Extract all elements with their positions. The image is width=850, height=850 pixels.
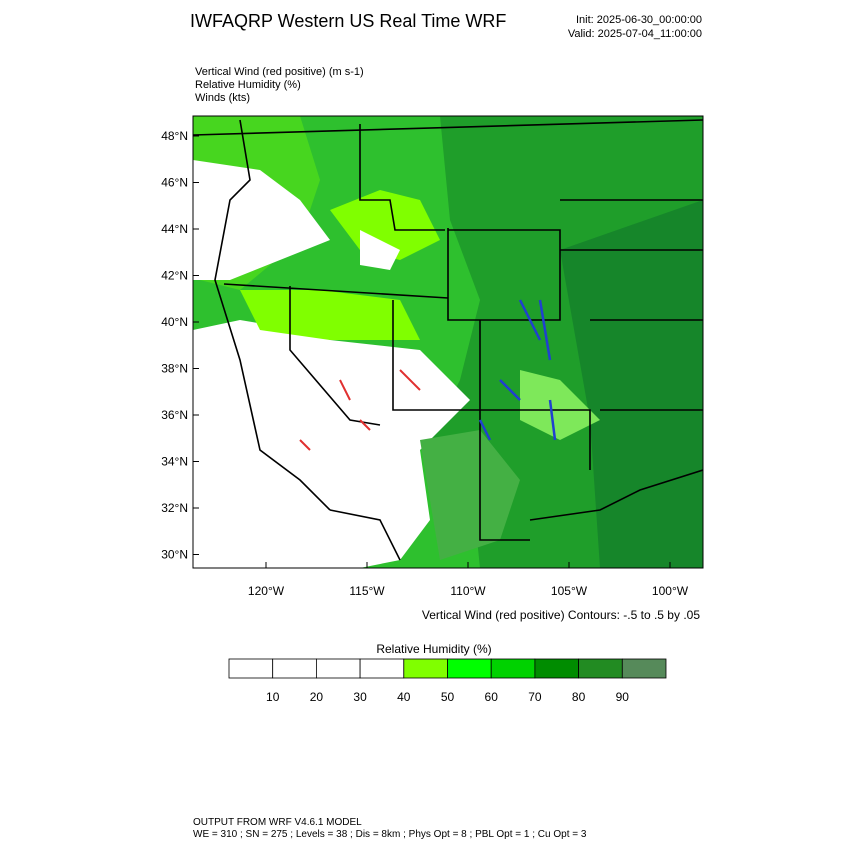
lat-label: 40°N [161, 315, 188, 329]
colorbar-box [534, 658, 580, 679]
colorbar-box [621, 658, 667, 679]
lon-label: 120°W [248, 584, 285, 598]
field-label: Winds (kts) [195, 92, 250, 104]
lon-label: 100°W [652, 584, 689, 598]
lat-label: 32°N [161, 501, 188, 515]
lat-label: 46°N [161, 176, 188, 190]
lat-label: 34°N [161, 455, 188, 469]
colorbar-label: 30 [353, 690, 367, 704]
lat-label: 44°N [161, 222, 188, 236]
colorbar-label: 50 [441, 690, 455, 704]
lon-label: 105°W [551, 584, 588, 598]
valid-time: Valid: 2025-07-04_11:00:00 [568, 28, 702, 40]
field-label: Vertical Wind (red positive) (m s-1) [195, 66, 364, 78]
init-time: Init: 2025-06-30_00:00:00 [576, 14, 702, 26]
lat-label: 42°N [161, 269, 188, 283]
lat-label: 38°N [161, 362, 188, 376]
footer-line: WE = 310 ; SN = 275 ; Levels = 38 ; Dis … [193, 829, 587, 840]
lat-label: 30°N [161, 548, 188, 562]
colorbar-box [447, 658, 492, 679]
colorbar-box [403, 658, 448, 679]
field-label: Relative Humidity (%) [195, 79, 301, 91]
lon-label: 115°W [349, 584, 385, 598]
footer-line: OUTPUT FROM WRF V4.6.1 MODEL [193, 817, 362, 828]
colorbar-label: 70 [528, 690, 542, 704]
colorbar-box [315, 658, 361, 679]
colorbar-label: 40 [397, 690, 411, 704]
colorbar-label: 90 [616, 690, 630, 704]
colorbar-label: 10 [266, 690, 280, 704]
colorbar-label: 20 [310, 690, 324, 704]
contour-note: Vertical Wind (red positive) Contours: -… [422, 608, 700, 622]
colorbar: 10 20 30 40 50 60 70 80 90 [228, 658, 667, 704]
colorbar-label: 60 [485, 690, 499, 704]
title: IWFAQRP Western US Real Time WRF [190, 11, 506, 31]
colorbar-label: 80 [572, 690, 586, 704]
lat-label: 48°N [161, 129, 188, 143]
colorbar-box [490, 658, 536, 679]
colorbar-box [228, 658, 274, 679]
colorbar-box [578, 658, 623, 679]
lon-label: 110°W [450, 584, 486, 598]
lat-label: 36°N [161, 408, 188, 422]
colorbar-title: Relative Humidity (%) [376, 642, 491, 656]
colorbar-box [272, 658, 317, 679]
colorbar-box [359, 658, 405, 679]
map: 48°N 46°N 44°N 42°N 40°N 38°N 36°N 34°N 32°N 30°N… [161, 115, 704, 598]
